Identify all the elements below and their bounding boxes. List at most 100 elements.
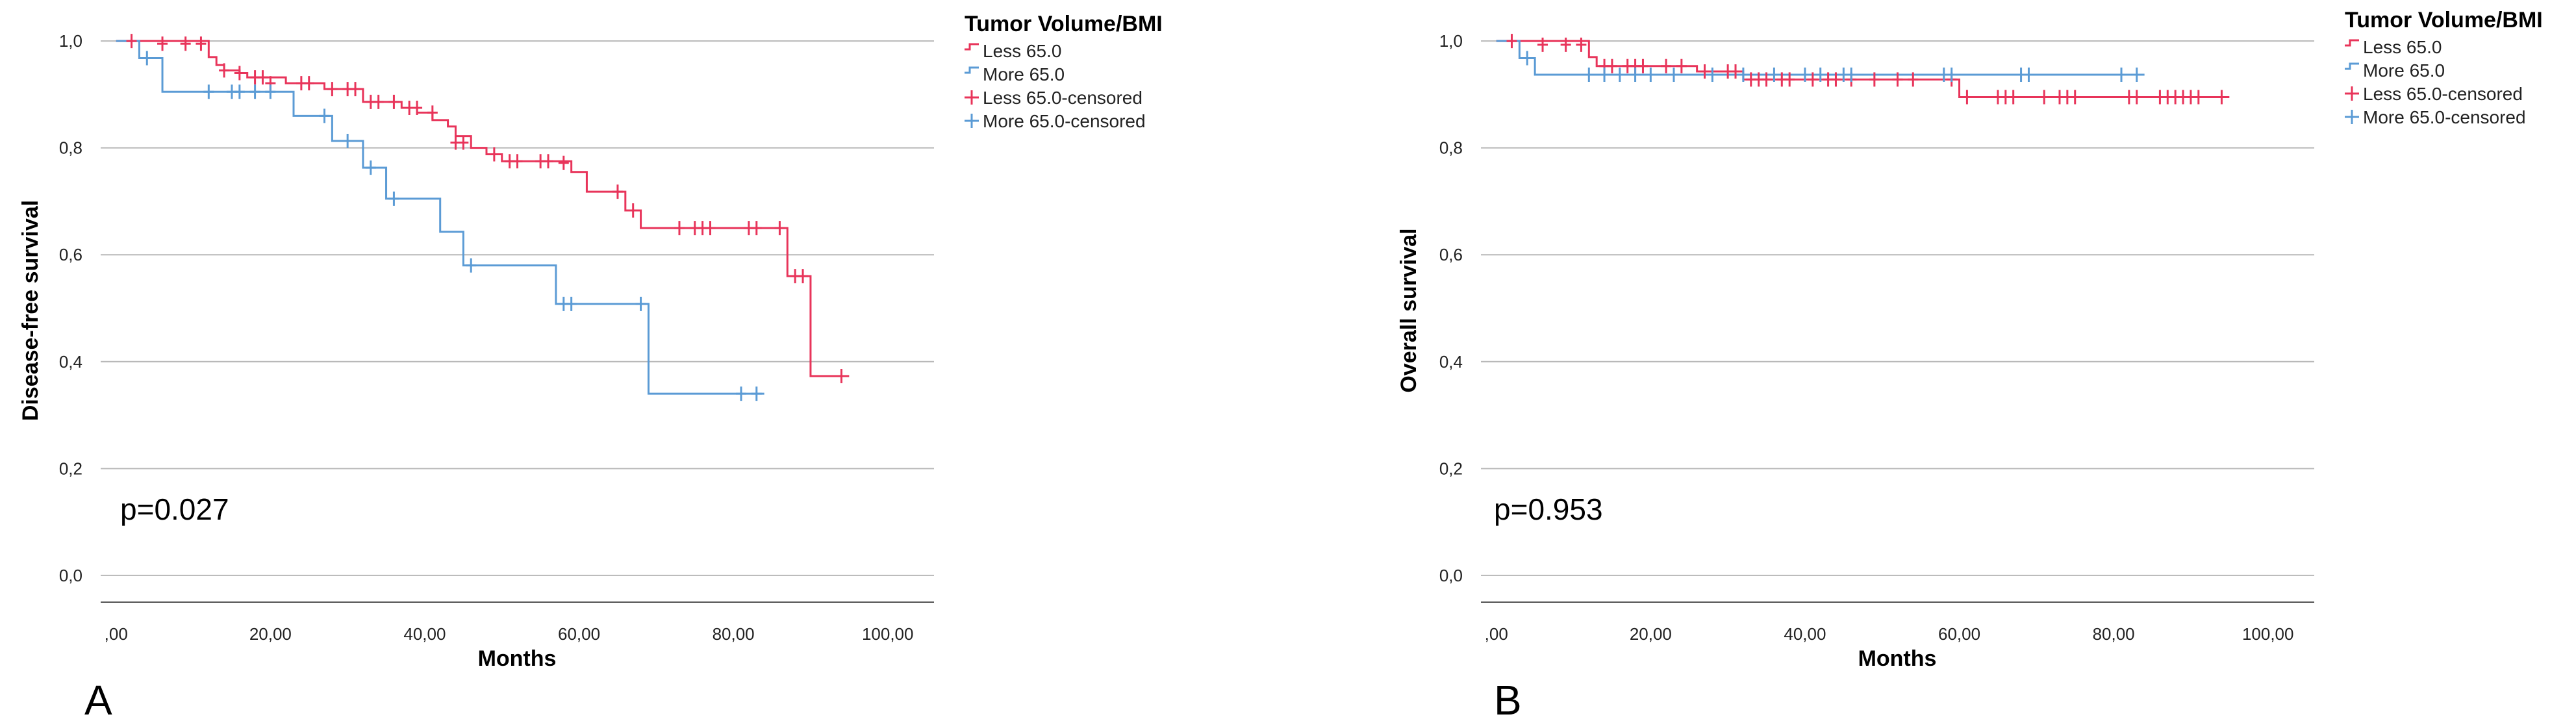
panel-label-a: A	[84, 677, 112, 721]
censor-mark-more-65	[2116, 67, 2127, 82]
censor-mark-less-65	[303, 76, 314, 91]
censor-mark-more-65	[1599, 67, 1610, 82]
censor-mark-less-65	[157, 36, 168, 51]
censor-mark-less-65	[2216, 90, 2227, 105]
y-tick-labels: 0,0 0,2 0,4 0,6 0,8 1,0	[1439, 31, 1463, 585]
y-tick-label: 0,0	[59, 566, 82, 585]
censor-mark-less-65	[1560, 37, 1571, 52]
censor-marks	[1506, 34, 2227, 105]
censor-mark-less-65	[1637, 58, 1648, 73]
censor-mark-less-65	[512, 154, 523, 169]
y-tick-labels: 0,0 0,2 0,4 0,6 0,8 1,0	[59, 31, 82, 585]
x-tick-labels: ,00 20,00 40,00 60,00 80,00 100,00	[1485, 624, 2294, 644]
x-tick-label: 20,00	[249, 624, 292, 644]
legend-swatch-censor	[2345, 110, 2359, 124]
y-tick-label: 0,2	[59, 459, 82, 478]
censor-mark-more-65	[751, 386, 762, 401]
censor-mark-more-65	[1815, 67, 1826, 82]
censor-mark-more-65	[1707, 67, 1718, 82]
legend-title: Tumor Volume/BMI	[2345, 8, 2543, 32]
censor-mark-more-65	[2023, 67, 2034, 82]
x-tick-label: 80,00	[2093, 624, 2135, 644]
censor-mark-less-65	[234, 66, 245, 81]
legend-label: More 65.0-censored	[2363, 107, 2526, 127]
y-tick-label: 0,8	[59, 138, 82, 158]
legend-label: Less 65.0	[2363, 37, 2442, 57]
censor-mark-more-65	[265, 84, 276, 99]
legend-label: Less 65.0	[983, 41, 1061, 61]
legend-items: Less 65.0 More 65.0 Less 65.0-censored More…	[2345, 37, 2526, 127]
censor-mark-more-65	[1668, 67, 1679, 82]
censor-mark-less-65	[257, 70, 268, 85]
x-tick-label: 40,00	[403, 624, 446, 644]
censor-mark-more-65	[1799, 67, 1810, 82]
legend-swatch-line	[965, 66, 979, 74]
censor-mark-less-65	[373, 94, 384, 109]
censor-mark-less-65	[774, 221, 785, 236]
censor-mark-more-65	[249, 84, 260, 99]
censor-mark-less-65	[1784, 72, 1795, 87]
x-tick-label: 60,00	[1938, 624, 1980, 644]
censor-mark-more-65	[1614, 67, 1625, 82]
censor-mark-less-65	[705, 221, 716, 236]
legend-label: More 65.0	[983, 64, 1065, 84]
censor-mark-less-65	[674, 221, 685, 236]
censor-mark-more-65	[1584, 67, 1595, 82]
censor-mark-more-65	[736, 386, 747, 401]
censor-mark-more-65	[1946, 67, 1957, 82]
panel-a: ,00 20,00 40,00 60,00 80,00 100,00 0,00,20,40…	[18, 12, 1163, 721]
censor-mark-less-65	[1892, 72, 1903, 87]
plot-area	[101, 14, 934, 602]
censor-mark-more-65	[1630, 67, 1641, 82]
y-tick-label: 0,4	[1439, 352, 1463, 372]
censor-mark-less-65	[350, 82, 361, 97]
censor-mark-more-65	[1522, 51, 1533, 66]
censor-mark-less-65	[543, 154, 554, 169]
survival-line-less-65	[1496, 40, 2230, 99]
legend-items: Less 65.0 More 65.0 Less 65.0-censored More…	[965, 41, 1146, 131]
y-tick-label: 0,0	[1439, 566, 1463, 585]
y-tick-label: 0,6	[1439, 245, 1463, 264]
censor-mark-less-65	[2008, 90, 2019, 105]
legend-label: Less 65.0-censored	[2363, 84, 2523, 104]
legend-swatch-line	[2345, 62, 2359, 70]
y-tick-label: 1,0	[59, 31, 82, 51]
censor-mark-less-65	[1661, 58, 1672, 73]
censor-mark-less-65	[751, 221, 762, 236]
censor-mark-less-65	[1830, 72, 1841, 87]
censor-mark-less-65	[427, 105, 438, 120]
censor-mark-less-65	[126, 34, 137, 49]
censor-mark-less-65	[798, 269, 809, 284]
censor-mark-more-65	[1846, 67, 1857, 82]
censor-mark-more-65	[234, 84, 245, 99]
legend-swatch-censor	[965, 90, 979, 105]
x-axis-label: Months	[1858, 646, 1937, 671]
censor-mark-less-65	[2193, 90, 2204, 105]
censor-mark-more-65	[203, 84, 214, 99]
censor-mark-less-65	[1962, 90, 1973, 105]
legend-title: Tumor Volume/BMI	[965, 12, 1163, 36]
censor-mark-less-65	[388, 94, 399, 109]
x-tick-label: 60,00	[558, 624, 600, 644]
censor-mark-less-65	[1908, 72, 1919, 87]
censor-mark-less-65	[1576, 37, 1587, 52]
x-tick-label: 20,00	[1630, 624, 1672, 644]
censor-mark-more-65	[1645, 67, 1656, 82]
p-value-annotation: p=0.027	[120, 492, 229, 526]
censor-mark-less-65	[327, 82, 338, 97]
legend-swatch-line	[965, 43, 979, 51]
x-tick-label: 40,00	[1784, 624, 1826, 644]
legend-swatch-censor	[2345, 86, 2359, 101]
censor-mark-less-65	[458, 135, 469, 150]
censor-mark-less-65	[2039, 90, 2050, 105]
legend-swatch-line	[2345, 39, 2359, 47]
censor-mark-less-65	[1730, 64, 1741, 79]
legend-swatch-censor	[965, 114, 979, 128]
censor-mark-less-65	[627, 203, 638, 218]
legend-label: More 65.0-censored	[983, 111, 1146, 131]
censor-mark-more-65	[1737, 67, 1749, 82]
y-tick-label: 0,2	[1439, 459, 1463, 478]
